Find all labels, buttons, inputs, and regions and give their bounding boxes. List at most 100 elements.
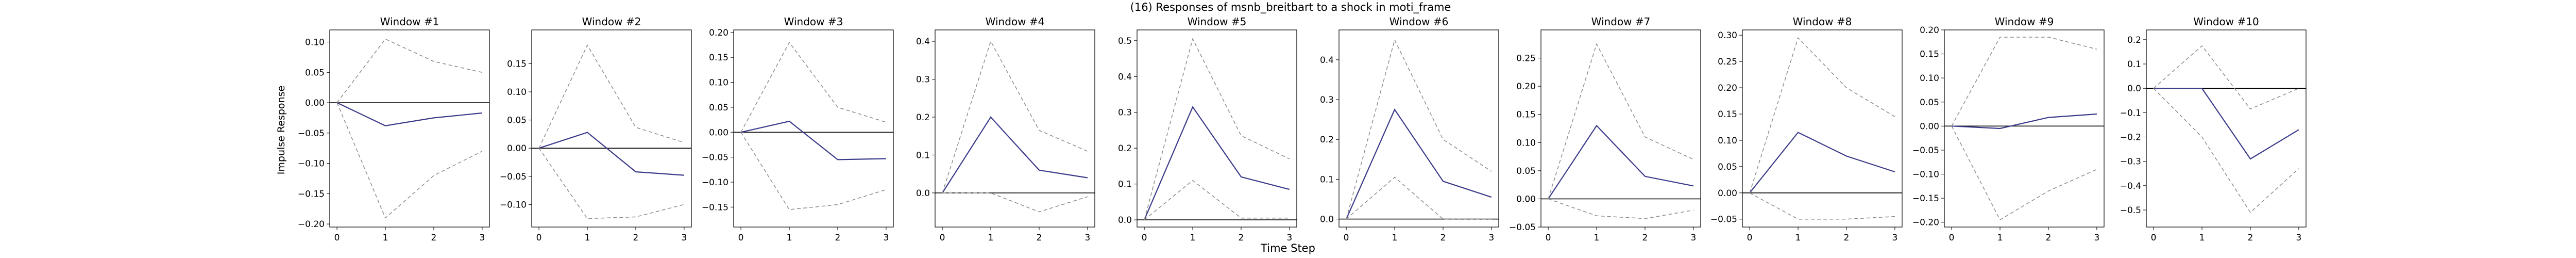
- y-tick-label: −0.4: [2120, 181, 2141, 191]
- confidence-lower-line: [1144, 180, 1290, 220]
- x-tick-label: 2: [1037, 233, 1042, 243]
- y-tick-label: 0.15: [709, 53, 728, 63]
- y-tick-label: 0.3: [916, 75, 930, 85]
- confidence-lower-line: [2153, 88, 2299, 213]
- panel-title: Window #8: [1793, 15, 1852, 28]
- y-tick-label: 0.2: [2127, 35, 2141, 45]
- response-line: [1952, 113, 2097, 130]
- panel-window-8: Window #8 −0.05 0.00 0.05 0.10 0.15 0.20 0.25 0.…: [1710, 15, 1903, 243]
- y-tick-label: 0.15: [507, 59, 527, 69]
- panels-group: Window #1−0.20−0.15−0.10−0.050.000.050.1…: [298, 15, 2307, 243]
- y-tick-label: 0.00: [1718, 188, 1737, 199]
- y-tick-label: −0.05: [1912, 146, 1939, 156]
- y-tick-label: 0.15: [1718, 109, 1737, 120]
- y-tick-label: 0.10: [709, 78, 728, 88]
- y-tick-label: 0.1: [2127, 59, 2141, 70]
- confidence-upper-line: [336, 38, 483, 103]
- panel-window-4: Window #4 0.0 0.1 0.2 0.3 0.4 0 1 2 3: [916, 15, 1095, 243]
- x-tick-label: 1: [1392, 233, 1398, 243]
- y-tick-label: −0.10: [702, 178, 728, 188]
- x-tick-label: 3: [1286, 233, 1292, 243]
- y-tick-label: −0.05: [1509, 222, 1536, 233]
- y-tick-label: 0.1: [916, 150, 930, 160]
- y-tick-label: 0.05: [1718, 162, 1737, 172]
- y-tick-label: 0.10: [1516, 138, 1536, 148]
- confidence-lower-line: [538, 148, 685, 219]
- y-tick-label: 0.0: [916, 188, 930, 199]
- y-tick-label: 0.4: [1118, 72, 1132, 82]
- x-tick-label: 0: [2151, 233, 2157, 243]
- x-tick-label: 3: [681, 233, 687, 243]
- x-tick-label: 2: [431, 233, 437, 243]
- x-tick-label: 0: [940, 233, 945, 243]
- x-tick-label: 2: [1844, 233, 1850, 243]
- panel-title: Window #10: [2193, 15, 2259, 28]
- response-line: [740, 120, 886, 160]
- response-line: [336, 102, 483, 126]
- x-tick-label: 0: [738, 233, 744, 243]
- y-tick-label: 0.20: [1920, 25, 1939, 36]
- y-tick-label: 0.4: [1320, 55, 1334, 66]
- confidence-upper-line: [1548, 43, 1694, 199]
- confidence-lower-line: [1548, 198, 1694, 219]
- panel-frame: [935, 29, 1095, 228]
- panel-title: Window #4: [986, 15, 1045, 28]
- y-tick-label: 0.2: [1118, 143, 1132, 154]
- panel-title: Window #5: [1188, 15, 1247, 28]
- confidence-upper-line: [538, 44, 685, 149]
- y-tick-label: 0.10: [1718, 136, 1737, 146]
- confidence-upper-line: [942, 40, 1088, 194]
- x-tick-label: 1: [988, 233, 994, 243]
- y-tick-label: 0.2: [1320, 135, 1334, 145]
- panel-title: Window #7: [1591, 15, 1651, 28]
- panel-window-9: Window #9 −0.20 −0.15 −0.10 −0.05 0.00 0.05 0.1…: [1912, 15, 2105, 243]
- panel-window-7: Window #7 −0.05 0.00 0.05 0.10 0.15 0.20 0.25 0 1…: [1509, 15, 1701, 243]
- y-tick-label: 0.20: [1718, 83, 1737, 93]
- confidence-lower-line: [336, 102, 483, 219]
- y-tick-label: 0.05: [709, 103, 728, 113]
- x-tick-label: 1: [383, 233, 388, 243]
- y-tick-label: −0.1: [2120, 108, 2141, 118]
- x-tick-label: 2: [1440, 233, 1446, 243]
- y-tick-label: 0.3: [1118, 108, 1132, 118]
- y-tick-label: 0.1: [1320, 174, 1334, 185]
- y-tick-label: 0.15: [1516, 110, 1536, 120]
- y-tick-label: 0.0: [1118, 215, 1132, 225]
- x-tick-label: 3: [1690, 233, 1696, 243]
- panel-frame: [733, 29, 894, 228]
- x-tick-label: 0: [1142, 233, 1147, 243]
- response-line: [1749, 132, 1895, 194]
- panel-frame: [1944, 29, 2105, 228]
- response-line: [1346, 108, 1492, 220]
- confidence-upper-line: [1749, 37, 1895, 194]
- y-tick-label: 0.2: [916, 112, 930, 123]
- panel-window-2: Window #2 −0.10 −0.05 0.00 0.05 0.10 0.15 0 1 2 3: [500, 15, 692, 243]
- confidence-lower-line: [942, 192, 1088, 213]
- x-tick-label: 1: [2199, 233, 2205, 243]
- y-tick-label: 0.20: [1516, 82, 1536, 92]
- x-tick-label: 0: [1344, 233, 1349, 243]
- y-tick-label: 0.00: [709, 127, 728, 138]
- x-tick-label: 1: [1795, 233, 1801, 243]
- confidence-upper-line: [1144, 38, 1290, 220]
- x-tick-label: 1: [1190, 233, 1196, 243]
- y-tick-label: 0.30: [1718, 30, 1737, 41]
- y-tick-label: −0.5: [2120, 205, 2141, 216]
- x-tick-label: 0: [334, 233, 340, 243]
- y-tick-label: −0.20: [298, 219, 325, 230]
- panel-title: Window #1: [380, 15, 439, 28]
- y-tick-label: −0.20: [1912, 218, 1939, 228]
- x-tick-label: 1: [585, 233, 590, 243]
- confidence-lower-line: [1346, 176, 1492, 220]
- response-line: [1144, 106, 1290, 220]
- y-tick-label: 0.00: [507, 143, 527, 154]
- figure-xlabel: Time Step: [1260, 242, 1315, 254]
- y-tick-label: 0.10: [305, 38, 325, 48]
- x-tick-label: 3: [479, 233, 485, 243]
- response-line: [942, 116, 1088, 194]
- y-tick-label: 0.5: [1118, 36, 1132, 46]
- y-tick-label: 0.00: [1516, 194, 1536, 204]
- panel-frame: [1137, 29, 1297, 228]
- confidence-lower-line: [1951, 125, 2097, 221]
